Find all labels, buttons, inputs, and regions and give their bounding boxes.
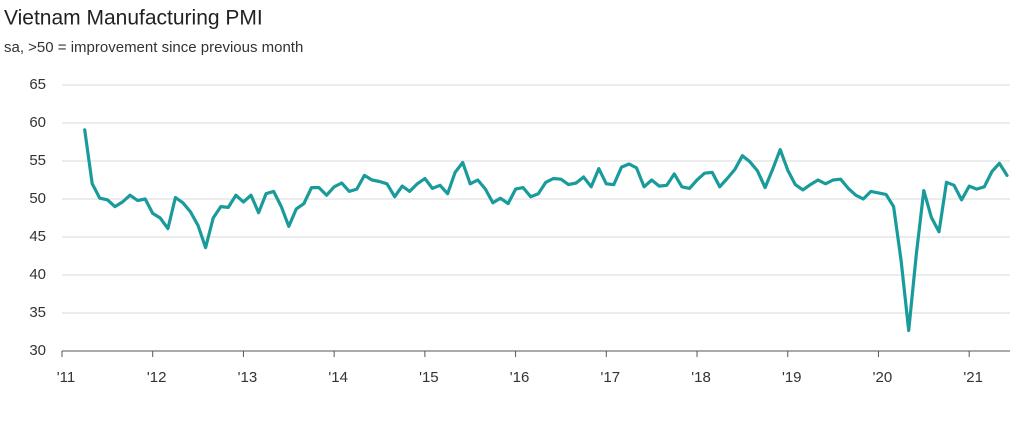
x-tick-label: '11 [57,369,75,386]
x-tick-label: '17 [601,369,621,386]
x-tick-label: '13 [238,369,258,386]
x-tick-label: '18 [691,369,711,386]
x-tick-label: '19 [782,369,802,386]
chart-title: Vietnam Manufacturing PMI [4,7,263,30]
y-tick-label: 30 [29,342,46,359]
y-tick-label: 60 [29,114,46,131]
chart-subtitle: sa, >50 = improvement since previous mon… [4,39,303,56]
x-tick-label: '14 [328,369,348,386]
x-tick-label: '15 [419,369,439,386]
y-tick-label: 55 [29,152,46,169]
data-line [83,128,1009,333]
x-tick-label: '21 [963,369,983,386]
x-tick-label: '12 [147,369,167,386]
y-tick-label: 40 [29,266,46,283]
y-tick-label: 35 [29,304,46,321]
y-tick-label: 50 [29,190,46,207]
y-tick-label: 45 [29,228,46,245]
x-tick-label: '16 [510,369,530,386]
y-tick-label: 65 [29,76,46,93]
x-tick-label: '20 [873,369,893,386]
